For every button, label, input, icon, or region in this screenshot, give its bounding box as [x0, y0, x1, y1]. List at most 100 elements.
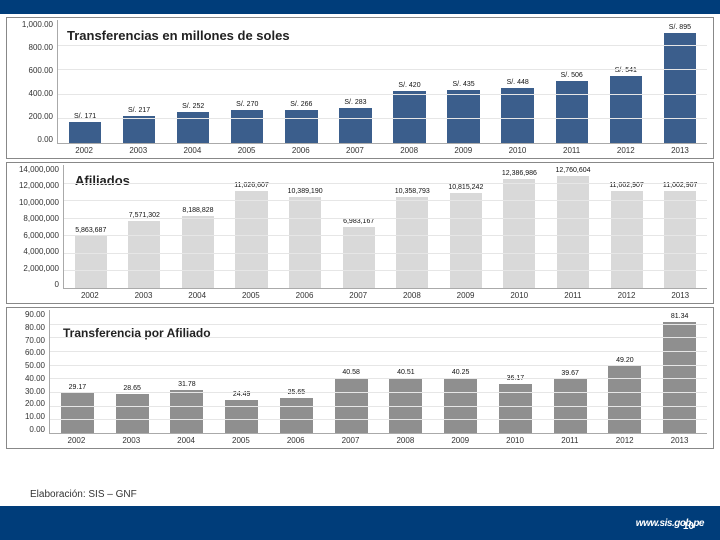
bar-value-label: 12,760,604 [555, 167, 590, 174]
bar-slot: 36.17 [488, 310, 543, 433]
bar-slot: 39.67 [543, 310, 598, 433]
grid-line [58, 118, 707, 119]
bar-slot: 29.17 [50, 310, 105, 433]
bar-slot: 49.20 [598, 310, 653, 433]
bar-slot: S/. 171 [58, 20, 112, 143]
grid-line [50, 351, 707, 352]
bar-value-label: 5,863,687 [75, 227, 106, 234]
bar [116, 394, 149, 433]
bar-value-label: S/. 283 [344, 99, 366, 106]
bar-value-label: 10,358,793 [395, 188, 430, 195]
grid-line [50, 406, 707, 407]
bar-slot: 25.65 [269, 310, 324, 433]
ytick-label: 40.00 [25, 374, 45, 383]
xtick-label: 2012 [600, 289, 654, 300]
xtick-label: 2010 [490, 144, 544, 155]
bar-slot: 28.65 [105, 310, 160, 433]
ytick-label: 200.00 [29, 112, 53, 121]
xtick-label: 2007 [323, 434, 378, 445]
bar-value-label: S/. 266 [290, 101, 312, 108]
bar-slot: S/. 541 [599, 20, 653, 143]
bar-slot: 40.51 [379, 310, 434, 433]
grid-line [58, 69, 707, 70]
grid-line [50, 392, 707, 393]
ytick-label: 800.00 [29, 43, 53, 52]
bar [499, 384, 532, 433]
footer-bar: www.sis.gob.pe [0, 506, 720, 540]
ytick-label: 6,000,000 [23, 231, 59, 240]
ytick-label: 10.00 [25, 412, 45, 421]
xtick-label: 2004 [165, 144, 219, 155]
bar [235, 191, 267, 288]
ytick-label: 80.00 [25, 323, 45, 332]
bar-value-label: 40.58 [342, 369, 360, 376]
xtick-label: 2003 [111, 144, 165, 155]
chart3-xlabels: 2002200320042005200620072008200920102011… [49, 434, 707, 445]
ytick-label: 8,000,000 [23, 214, 59, 223]
ytick-label: 90.00 [25, 310, 45, 319]
bar [177, 112, 209, 143]
grid-line [50, 419, 707, 420]
bar-slot: 40.58 [324, 310, 379, 433]
bar-value-label: S/. 270 [236, 101, 258, 108]
bar-value-label: S/. 420 [398, 82, 420, 89]
bar-value-label: S/. 506 [561, 72, 583, 79]
bar-value-label: 6,983,167 [343, 218, 374, 225]
xtick-label: 2011 [542, 434, 597, 445]
xtick-label: 2008 [378, 434, 433, 445]
chart-transferencias: Transferencias en millones de soles 1,00… [6, 17, 714, 159]
bar-value-label: S/. 895 [669, 24, 691, 31]
bar-value-label: S/. 217 [128, 107, 150, 114]
bar-slot: S/. 283 [328, 20, 382, 143]
bar-slot: S/. 266 [274, 20, 328, 143]
bar-value-label: 40.25 [452, 369, 470, 376]
bar-slot: 24.49 [214, 310, 269, 433]
bar [396, 197, 428, 288]
bar [123, 116, 155, 143]
bar [664, 33, 696, 143]
ytick-label: 400.00 [29, 89, 53, 98]
bar-value-label: S/. 448 [507, 79, 529, 86]
xtick-label: 2009 [439, 289, 493, 300]
chart3-yaxis: 90.0080.0070.0060.0050.0040.0030.0020.00… [7, 308, 49, 434]
ytick-label: 600.00 [29, 66, 53, 75]
chart-afiliados: Afiliados 14,000,00012,000,00010,000,000… [6, 162, 714, 304]
xtick-label: 2006 [274, 144, 328, 155]
chart1-plot: S/. 171S/. 217S/. 252S/. 270S/. 266S/. 2… [57, 20, 707, 144]
chart1-xlabels: 2002200320042005200620072008200920102011… [57, 144, 707, 155]
xtick-label: 2005 [224, 289, 278, 300]
bar-slot: 31.78 [160, 310, 215, 433]
xtick-label: 2004 [170, 289, 224, 300]
page-number: 10 [683, 521, 694, 532]
xtick-label: 2008 [385, 289, 439, 300]
grid-line [64, 253, 707, 254]
grid-line [58, 94, 707, 95]
ytick-label: 60.00 [25, 348, 45, 357]
ytick-label: 14,000,000 [19, 165, 59, 174]
ytick-label: 1,000.00 [22, 20, 53, 29]
bar-slot: S/. 895 [653, 20, 707, 143]
bar-value-label: 29.17 [69, 384, 87, 391]
bar [447, 90, 479, 144]
bar-slot: S/. 435 [437, 20, 491, 143]
ytick-label: 0 [55, 280, 59, 289]
ytick-label: 2,000,000 [23, 264, 59, 273]
bar [285, 110, 317, 143]
bar [610, 76, 642, 143]
xtick-label: 2011 [546, 289, 600, 300]
chart2-xlabels: 2002200320042005200620072008200920102011… [63, 289, 707, 300]
bar [170, 390, 203, 433]
bar [69, 122, 101, 143]
grid-line [50, 337, 707, 338]
bar [608, 366, 641, 433]
bar [61, 393, 94, 433]
bar [611, 191, 643, 288]
chart-por-afiliado: Transferencia por Afiliado 90.0080.0070.… [6, 307, 714, 449]
bar-value-label: 8,188,828 [182, 207, 213, 214]
bar-value-label: 12,386,986 [502, 170, 537, 177]
xtick-label: 2003 [104, 434, 159, 445]
bar-slot: S/. 270 [220, 20, 274, 143]
xtick-label: 2012 [599, 144, 653, 155]
xtick-label: 2002 [57, 144, 111, 155]
grid-line [58, 45, 707, 46]
